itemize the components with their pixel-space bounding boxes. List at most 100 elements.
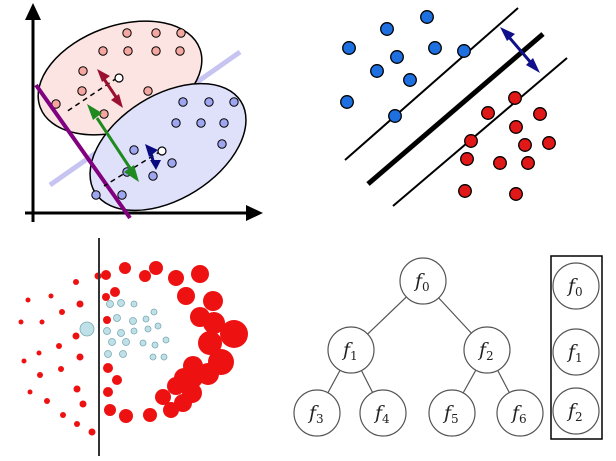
lda-class-b-point [178,97,188,107]
tree-edge [360,370,374,393]
density-inner-point [117,329,125,337]
chain-node-c2: f2 [552,387,600,435]
density-outer-point [143,408,157,422]
lda-projection-line [34,83,132,220]
lda-panel [25,3,263,222]
density-outer-point [203,312,225,334]
svm-class-a-point [388,109,402,123]
density-inner-point [117,299,125,307]
lda-class-a-point [78,66,88,76]
density-outer-point [101,270,111,280]
node-circle [496,389,544,437]
svm-class-b-point [509,187,523,201]
node-label: f5 [442,402,459,426]
lda-class-b-points [91,97,239,200]
density-outer-point [59,309,65,315]
svm-margin-line-upper [344,7,519,161]
density-outer-point [88,428,96,436]
node-label: f1 [341,339,358,363]
density-inner-point [129,317,137,325]
lda-class-b-point [196,118,206,128]
node-circle [428,389,476,437]
tree-node-f5: f5 [428,389,476,437]
density-inner-point [139,339,147,347]
node-label: f3 [307,402,324,426]
lda-class-b-point [129,145,139,155]
chain-box [550,255,603,440]
lda-class-a-point [151,46,161,56]
svm-margin-arrow [500,27,540,73]
density-outer-point [39,319,45,325]
node-circle [552,262,600,310]
svm-class-a-point [403,73,417,87]
lda-class-b-point [217,139,227,149]
tree-node-f2: f2 [463,326,511,374]
density-outer-point [198,331,222,355]
density-outer-point [168,270,184,286]
density-outer-point [73,279,79,285]
density-outer-point [119,409,133,423]
density-outer-point [139,270,151,282]
density-outer-point [56,343,62,349]
lda-class-b-point [167,158,177,168]
lda-within-class-arrow-a [97,69,123,108]
tree-edge [367,296,407,335]
density-outer-point [104,404,116,416]
density-outer-point [18,319,24,325]
lda-class-b-point [219,118,229,128]
lda-mean-b [157,146,167,156]
density-outer-point [110,287,120,297]
density-inner-points [79,299,170,361]
lda-class-b-point [171,118,181,128]
density-outer-point [191,265,209,283]
chain-node-c1: f1 [552,328,600,376]
svm-class-b-point [521,156,535,170]
lda-class-b-point [91,190,101,200]
svm-class-b-point [508,91,522,105]
density-outer-point [27,389,33,395]
tree-node-f1: f1 [327,326,375,374]
density-outer-point [220,320,248,348]
density-inner-point [144,325,152,333]
density-inner-point [162,336,170,344]
tree-edge [497,370,510,393]
density-inner-point [122,338,130,346]
svm-class-a-point [390,50,404,64]
tree-node-f3: f3 [293,389,341,437]
lda-class-a-point [175,46,185,56]
node-circle [359,389,407,437]
density-outer-point [25,297,31,303]
node-circle [552,328,600,376]
tree-node-f6: f6 [496,389,544,437]
lda-class-a-point [123,46,133,56]
density-outer-point [103,363,113,373]
density-outer-point [76,300,84,308]
density-inner-point [130,327,138,335]
density-outer-point [203,291,223,311]
density-outer-point [167,377,185,395]
density-outer-point [72,332,80,340]
density-inner-point [104,350,112,358]
node-circle [327,326,375,374]
density-outer-point [37,372,43,378]
lda-class-a-point [98,46,108,56]
lda-class-a-point [77,86,87,96]
svm-class-b-point [533,107,547,121]
density-outer-point [102,293,110,301]
tree-edge [438,297,472,334]
density-outer-point [149,261,163,275]
density-outer-point [36,350,42,356]
density-inner-point [119,350,127,358]
svm-class-b-point [460,152,474,166]
lda-class-b-point [204,97,214,107]
svm-class-b-points [458,91,556,201]
svm-decision-boundary [366,32,545,186]
density-inner-point [149,353,157,361]
node-label: f6 [510,402,527,426]
density-outer-point [60,412,66,418]
svm-class-a-point [342,41,356,55]
density-outer-point [112,375,122,385]
tree-panel: f0 f1 f2 f3 f4 f5 f6 f0 f1 f2 [293,255,603,440]
density-outer-point [103,316,111,324]
svm-class-b-point [458,184,472,198]
